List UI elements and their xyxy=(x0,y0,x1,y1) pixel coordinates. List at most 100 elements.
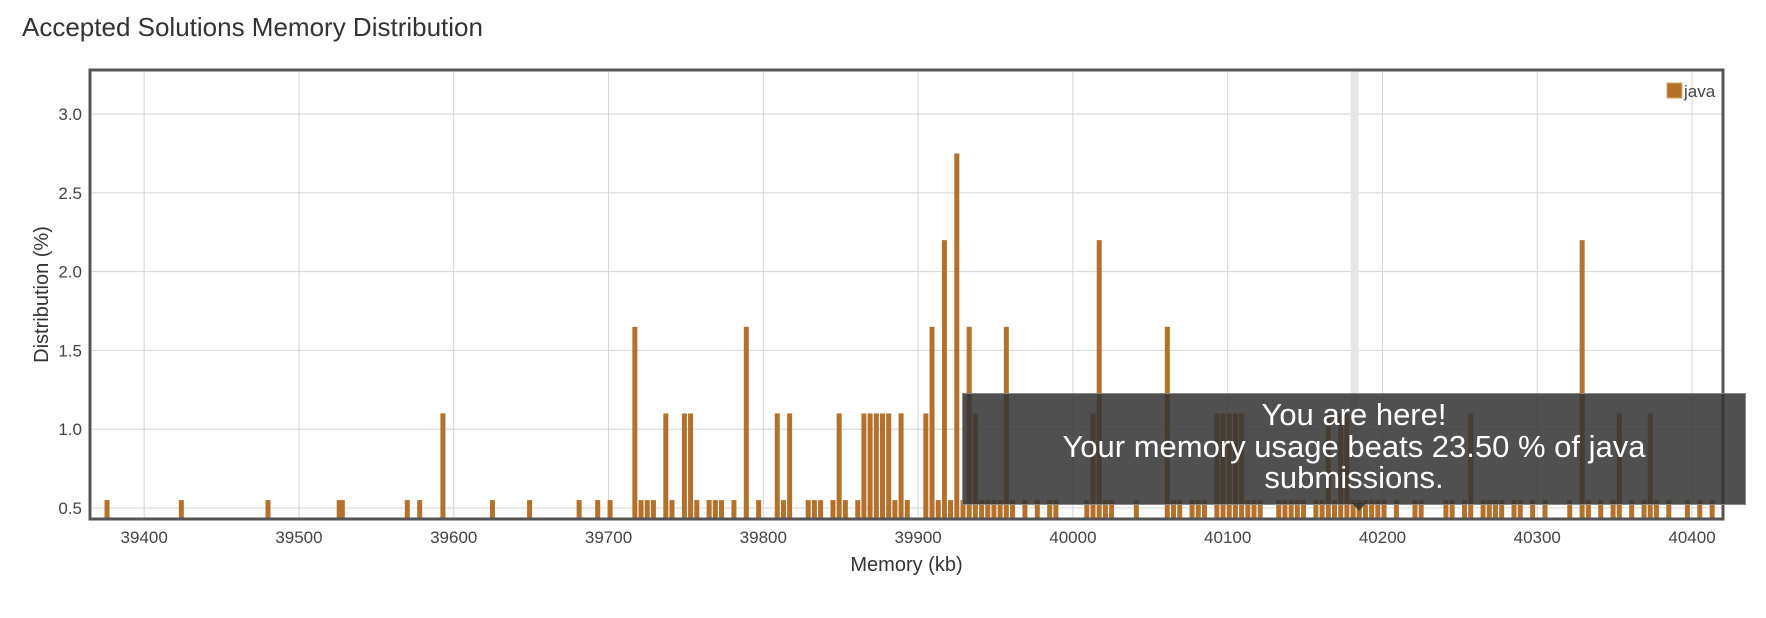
bar-java-26 xyxy=(743,326,749,519)
bar-java-45 xyxy=(904,500,910,519)
bar-java-64 xyxy=(1053,500,1059,519)
bar-java-119 xyxy=(1585,500,1591,519)
bar-java-107 xyxy=(1462,500,1468,519)
bar-java-35 xyxy=(836,413,842,519)
bar-java-31 xyxy=(805,500,811,519)
bar-java-117 xyxy=(1567,500,1573,519)
x-tick-label-10: 40400 xyxy=(1668,528,1715,547)
bar-java-128 xyxy=(1684,500,1690,519)
y-tick-label-0: 0.5 xyxy=(58,499,82,518)
bar-java-40 xyxy=(873,413,879,519)
y-tick-label-1: 1.0 xyxy=(58,420,82,439)
x-tick-label-3: 39700 xyxy=(585,528,632,547)
bar-java-25 xyxy=(731,500,737,519)
bar-java-10 xyxy=(576,500,582,519)
bar-java-110 xyxy=(1486,500,1492,519)
bar-java-12 xyxy=(607,500,613,519)
bar-java-126 xyxy=(1653,500,1659,519)
bar-java-106 xyxy=(1449,500,1455,519)
x-tick-label-1: 39500 xyxy=(275,528,322,547)
bar-java-30 xyxy=(787,413,793,519)
bar-java-111 xyxy=(1492,500,1498,519)
x-tick-label-8: 40200 xyxy=(1359,528,1406,547)
bar-java-37 xyxy=(855,500,861,519)
you-are-here-tooltip: You are here! Your memory usage beats 23… xyxy=(962,393,1746,505)
bar-java-41 xyxy=(880,413,886,519)
bar-java-75 xyxy=(1195,500,1201,519)
bar-java-13 xyxy=(632,326,638,519)
bar-java-0 xyxy=(104,500,110,519)
bar-java-1 xyxy=(178,500,184,519)
y-tick-label-4: 2.5 xyxy=(58,184,82,203)
bar-java-29 xyxy=(780,500,786,519)
bar-java-112 xyxy=(1499,500,1505,519)
tooltip-heading: You are here! xyxy=(1261,397,1447,432)
tooltip-pointer xyxy=(1352,503,1366,511)
bar-java-123 xyxy=(1629,500,1635,519)
bar-java-4 xyxy=(339,500,345,519)
y-tick-label-5: 3.0 xyxy=(58,105,82,124)
plot-frame xyxy=(88,68,1725,521)
bar-java-69 xyxy=(1109,500,1115,519)
bar-java-61 xyxy=(1022,500,1028,519)
bar-java-76 xyxy=(1201,500,1207,519)
bar-java-90 xyxy=(1313,500,1319,519)
bar-java-32 xyxy=(811,500,817,519)
bar-java-83 xyxy=(1251,500,1257,519)
tick-labels: 39400 39500 39600 39700 39800 39900 40000 40100… xyxy=(58,105,1715,547)
bar-java-89 xyxy=(1301,500,1307,519)
bar-java-120 xyxy=(1598,500,1604,519)
bar-java-6 xyxy=(417,500,423,519)
bar-java-100 xyxy=(1375,500,1381,519)
y-axis-label: Distribution (%) xyxy=(31,226,53,363)
bar-java-51 xyxy=(954,153,960,520)
bar-java-47 xyxy=(929,326,935,519)
bar-java-23 xyxy=(712,500,718,519)
legend[interactable]: java xyxy=(1666,82,1716,101)
bar-java-57 xyxy=(991,500,997,519)
x-tick-label-6: 40000 xyxy=(1049,528,1096,547)
bar-java-17 xyxy=(663,413,669,519)
bar-java-46 xyxy=(923,413,929,519)
bar-java-87 xyxy=(1288,500,1294,519)
legend-label-java: java xyxy=(1683,82,1716,101)
bar-java-20 xyxy=(688,413,694,519)
x-tick-label-0: 39400 xyxy=(121,528,168,547)
bar-java-91 xyxy=(1319,500,1325,519)
bar-java-113 xyxy=(1511,500,1517,519)
bar-java-93 xyxy=(1331,500,1337,519)
x-axis-label: Memory (kb) xyxy=(850,554,962,576)
bar-java-36 xyxy=(842,500,848,519)
bar-java-74 xyxy=(1189,500,1195,519)
bar-java-11 xyxy=(595,500,601,519)
bar-java-3 xyxy=(336,500,342,519)
bar-java-22 xyxy=(706,500,712,519)
bar-java-116 xyxy=(1542,500,1548,519)
x-tick-label-4: 39800 xyxy=(740,528,787,547)
bar-java-9 xyxy=(527,500,533,519)
y-tick-label-2: 1.5 xyxy=(58,341,82,360)
bar-java-88 xyxy=(1294,500,1300,519)
x-tick-label-9: 40300 xyxy=(1514,528,1561,547)
bar-java-99 xyxy=(1369,500,1375,519)
bar-java-8 xyxy=(489,500,495,519)
bar-java-16 xyxy=(650,500,656,519)
bar-java-115 xyxy=(1530,500,1536,519)
bar-java-15 xyxy=(644,500,650,519)
bar-java-2 xyxy=(265,500,271,519)
bar-java-63 xyxy=(1047,500,1053,519)
bar-java-121 xyxy=(1610,500,1616,519)
bar-java-103 xyxy=(1412,500,1418,519)
bar-java-62 xyxy=(1034,500,1040,519)
bar-java-114 xyxy=(1517,500,1523,519)
bar-java-33 xyxy=(818,500,824,519)
x-tick-label-5: 39900 xyxy=(894,528,941,547)
tooltip-beats-text: Your memory usage beats 23.50 % of java xyxy=(1062,428,1646,464)
bar-java-50 xyxy=(948,500,954,519)
bar-java-49 xyxy=(941,240,947,519)
bar-java-5 xyxy=(404,500,410,519)
bar-java-130 xyxy=(1709,500,1715,519)
bar-java-101 xyxy=(1381,500,1387,519)
bar-java-105 xyxy=(1443,500,1449,519)
bar-java-56 xyxy=(985,500,991,519)
